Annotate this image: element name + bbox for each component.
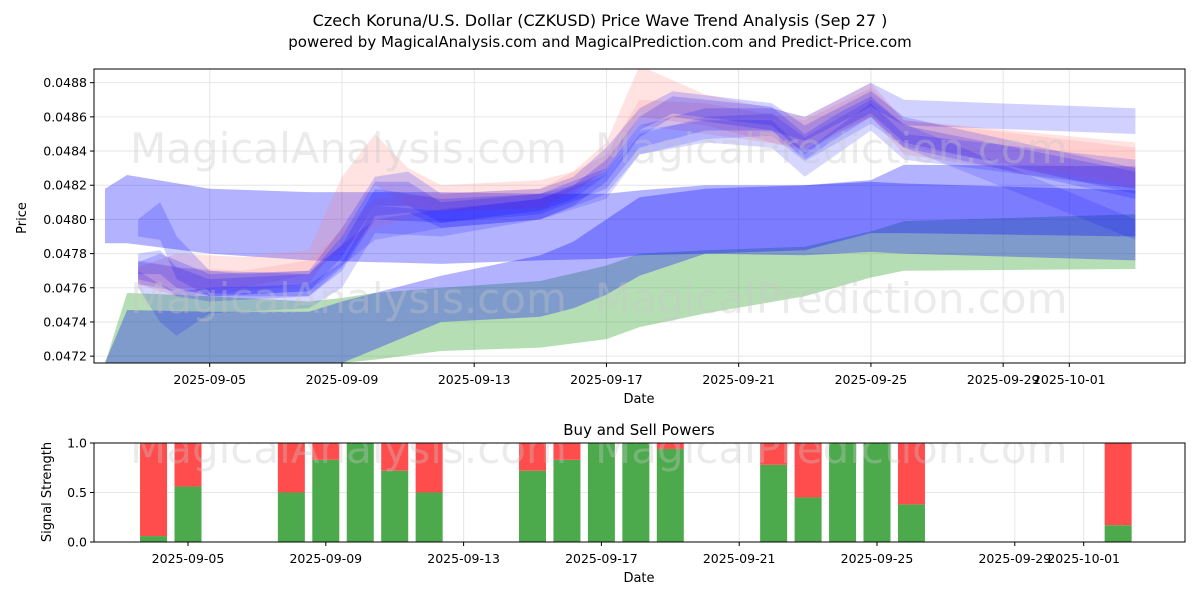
bottom-xtick-label-4: 2025-09-21: [703, 551, 776, 566]
watermark-5: MagicalAnalysis.com: [130, 424, 567, 473]
top-ytick-label-0: 0.0472: [43, 349, 87, 364]
bottom-xtick-label-2: 2025-09-13: [427, 551, 500, 566]
top-y-label: Price: [15, 202, 30, 234]
bottom-xtick-label-7: 2025-10-01: [1047, 551, 1120, 566]
band-support-green: [105, 214, 1136, 363]
price-bands: [105, 69, 1136, 363]
buy-bar-2025-09-25: [863, 443, 891, 542]
bottom-ytick-label-0: 0.0: [67, 535, 87, 550]
bottom-xtick-label-5: 2025-09-25: [841, 551, 914, 566]
sell-bar-2025-10-02: [1104, 443, 1132, 526]
sell-bar-2025-09-08: [277, 443, 305, 493]
bottom-x-ticks: 2025-09-05 2025-09-09 2025-09-13 2025-09-17…: [152, 542, 1120, 566]
chart-subtitle: powered by MagicalAnalysis.com and Magic…: [288, 33, 912, 51]
buy-bar-2025-09-10: [346, 443, 374, 542]
band-channel-blue: [105, 181, 1136, 363]
sell-bar-2025-09-15: [519, 443, 546, 471]
bottom-xtick-label-3: 2025-09-17: [565, 551, 638, 566]
bottom-ytick-label-1: 0.5: [67, 485, 87, 500]
buy-bar-2025-09-23: [794, 497, 822, 542]
top-xtick-label-6: 2025-09-29: [967, 372, 1040, 387]
sell-bar-2025-09-16: [553, 443, 581, 460]
top-xtick-label-4: 2025-09-21: [702, 372, 775, 387]
buy-bar-2025-09-12: [415, 492, 443, 542]
buy-bar-2025-10-02: [1104, 525, 1132, 542]
watermark-3: MagicalAnalysis.com: [130, 274, 567, 323]
buy-bar-2025-09-17: [587, 443, 615, 542]
sell-bar-2025-09-19: [656, 443, 684, 449]
top-y-ticks: 0.0472 0.0474 0.0476 0.0478 0.0480 0.0482 0.04…: [43, 75, 94, 364]
band-wave-blue-5: [138, 99, 1136, 295]
sell-bar-2025-09-05: [174, 443, 202, 487]
buy-bar-2025-09-05: [174, 486, 202, 542]
buy-bar-2025-09-15: [519, 470, 546, 542]
watermark-1: MagicalAnalysis.com: [130, 124, 567, 173]
bottom-xtick-label-0: 2025-09-05: [152, 551, 225, 566]
sell-bar-2025-09-12: [415, 443, 443, 493]
buy-bar-2025-09-08: [277, 492, 305, 542]
top-xtick-label-0: 2025-09-05: [173, 372, 246, 387]
buy-bar-2025-09-11: [381, 470, 409, 542]
buy-bar-2025-09-22: [760, 464, 788, 542]
top-xtick-label-3: 2025-09-17: [570, 372, 643, 387]
top-x-ticks: 2025-09-05 2025-09-09 2025-09-13 2025-09-17…: [173, 363, 1106, 387]
bottom-xtick-label-1: 2025-09-09: [289, 551, 362, 566]
top-xtick-label-2: 2025-09-13: [438, 372, 511, 387]
top-ytick-label-2: 0.0476: [43, 280, 87, 295]
bottom-watermarks: MagicalAnalysis.com MagicalPrediction.co…: [130, 424, 1068, 473]
top-ytick-label-8: 0.0488: [43, 75, 87, 90]
buy-bar-2025-09-09: [312, 459, 340, 542]
bottom-y-label: Signal Strength: [40, 442, 55, 542]
top-ytick-label-5: 0.0482: [43, 178, 87, 193]
top-xtick-label-1: 2025-09-09: [306, 372, 379, 387]
band-long-range-blue: [105, 164, 1136, 264]
bottom-xtick-label-6: 2025-09-29: [978, 551, 1051, 566]
buy-bar-2025-09-04: [140, 536, 168, 542]
top-gridlines: [94, 69, 1185, 363]
sell-bar-2025-09-11: [381, 443, 409, 471]
band-prediction-pink-2: [138, 87, 1136, 288]
signal-bars: [140, 443, 1132, 542]
buy-bar-2025-09-24: [829, 443, 857, 542]
top-watermarks: MagicalAnalysis.com MagicalPrediction.co…: [130, 124, 1068, 323]
buy-bar-2025-09-19: [656, 448, 684, 542]
top-x-label: Date: [623, 392, 654, 407]
top-ytick-label-4: 0.0480: [43, 212, 87, 227]
top-xtick-label-7: 2025-10-01: [1033, 372, 1106, 387]
bottom-x-label: Date: [623, 571, 654, 586]
sell-bar-2025-09-23: [794, 443, 822, 498]
buy-bar-2025-09-18: [622, 443, 650, 542]
bottom-y-ticks: 0.0 0.5 1.0: [67, 436, 94, 550]
top-ytick-label-6: 0.0484: [43, 144, 87, 159]
top-ytick-label-1: 0.0474: [43, 314, 87, 329]
top-axes-frame: [93, 68, 1186, 364]
sell-bar-2025-09-04: [140, 443, 168, 537]
sell-bar-2025-09-09: [312, 443, 340, 460]
watermark-2: MagicalPrediction.com: [595, 124, 1068, 173]
buy-bar-2025-09-16: [553, 459, 581, 542]
sell-bar-2025-09-22: [760, 443, 788, 465]
bottom-ytick-label-2: 1.0: [67, 436, 87, 451]
watermark-4: MagicalPrediction.com: [595, 274, 1068, 323]
band-wave-blue-2: [138, 96, 1136, 302]
top-ytick-label-3: 0.0478: [43, 246, 87, 261]
bottom-chart-title: Buy and Sell Powers: [563, 421, 715, 439]
sell-bar-2025-09-26: [897, 443, 925, 505]
band-wave-blue-4: [138, 103, 1136, 336]
band-wave-blue-3: [138, 82, 1136, 297]
top-ytick-label-7: 0.0486: [43, 109, 87, 124]
top-xtick-label-5: 2025-09-25: [835, 372, 908, 387]
buy-bar-2025-09-26: [897, 504, 925, 542]
band-prediction-pink-1: [138, 69, 1136, 297]
band-wave-blue-1: [138, 91, 1136, 297]
watermark-6: MagicalPrediction.com: [595, 424, 1068, 473]
chart-title: Czech Koruna/U.S. Dollar (CZKUSD) Price …: [313, 11, 888, 30]
